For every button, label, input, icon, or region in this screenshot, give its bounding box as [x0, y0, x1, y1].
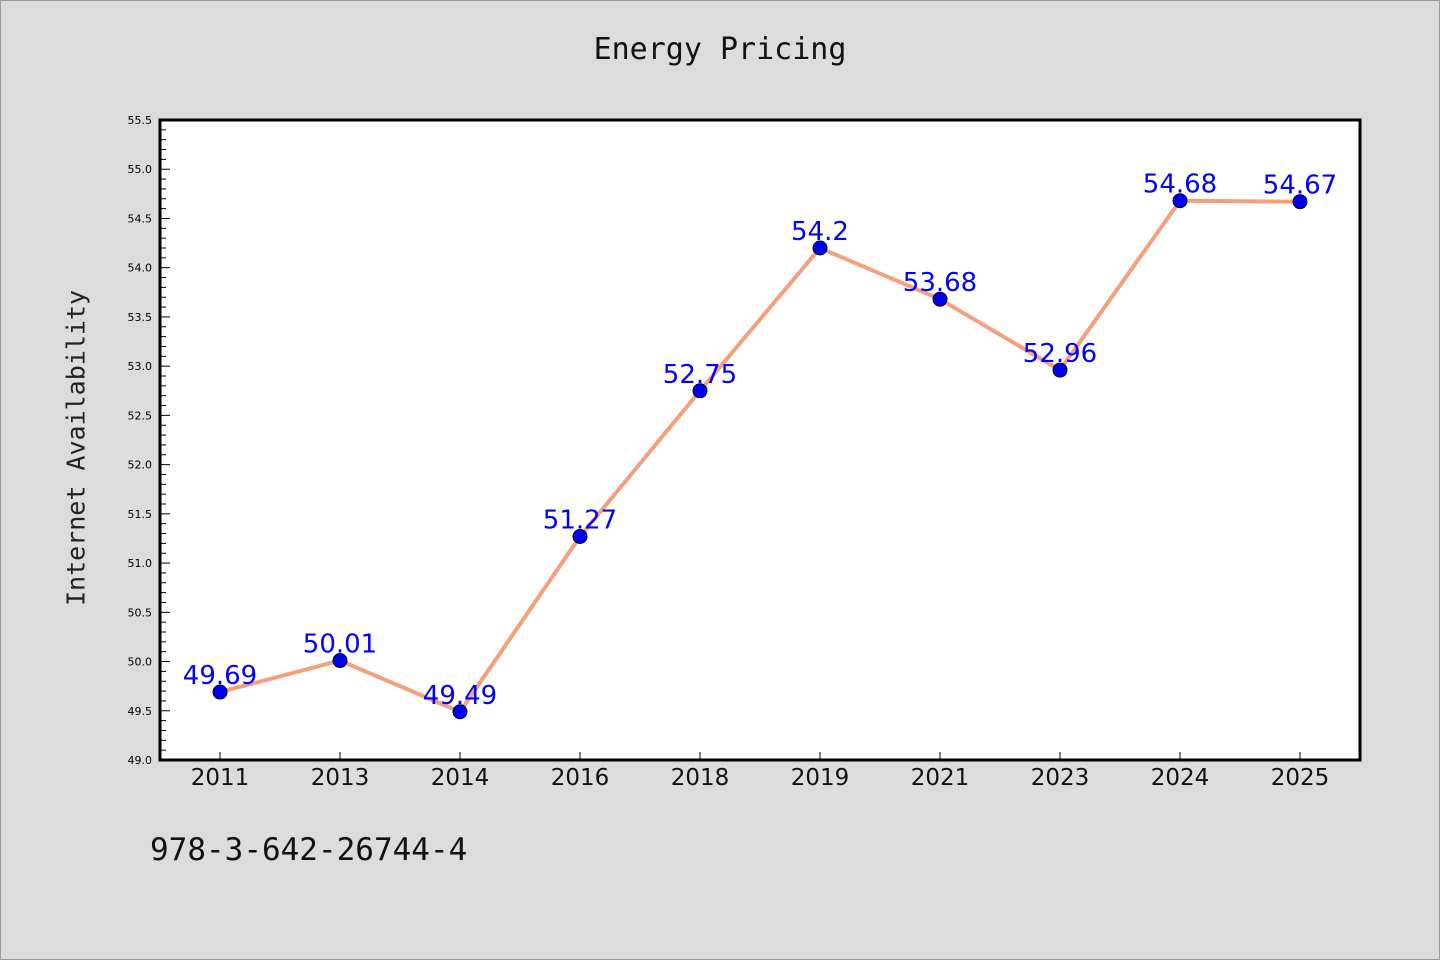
y-tick-label: 54.0 — [128, 262, 153, 275]
x-tick-label: 2024 — [1151, 765, 1210, 791]
data-label: 52.96 — [1023, 339, 1097, 369]
data-label: 53.68 — [903, 268, 977, 298]
data-point — [212, 684, 228, 700]
y-tick-label: 55.0 — [128, 163, 153, 176]
data-point — [812, 240, 828, 256]
data-point — [332, 653, 348, 669]
x-tick-label: 2016 — [551, 765, 610, 791]
x-tick-label: 2019 — [791, 765, 850, 791]
y-tick-label: 50.0 — [128, 656, 153, 669]
data-label: 49.69 — [183, 661, 257, 691]
y-axis: 49.0 49.5 50.0 50.5 51.0 51.5 52.0 52.5 53.0 53.5… — [128, 114, 170, 767]
data-label: 51.27 — [543, 505, 617, 535]
isbn-text: 978-3-642-26744-4 — [150, 832, 468, 868]
y-tick-label: 53.0 — [128, 360, 153, 373]
data-label: 49.49 — [423, 681, 497, 711]
x-tick-label: 2011 — [191, 765, 250, 791]
y-tick-label: 52.0 — [128, 459, 153, 472]
chart-title: Energy Pricing — [593, 32, 847, 67]
y-tick-label: 50.5 — [128, 606, 153, 619]
data-labels: 49.69 50.01 49.49 51.27 52.75 54.2 53.68 52.96 5… — [183, 170, 1337, 711]
y-tick-label: 52.5 — [128, 409, 153, 422]
data-point — [692, 383, 708, 399]
x-tick-label: 2013 — [311, 765, 370, 791]
y-tick-label: 55.5 — [128, 114, 153, 127]
x-axis: 2011 2013 2014 2016 2018 2019 2021 2023 2024 2025 — [191, 752, 1330, 791]
data-label: 54.2 — [791, 217, 849, 247]
x-tick-label: 2025 — [1271, 765, 1330, 791]
y-tick-label: 54.5 — [128, 212, 153, 225]
data-point — [932, 291, 948, 307]
data-point — [1172, 193, 1188, 209]
data-point — [1292, 194, 1308, 210]
y-tick-label: 49.5 — [128, 705, 153, 718]
x-tick-label: 2023 — [1031, 765, 1090, 791]
x-tick-label: 2018 — [671, 765, 730, 791]
x-tick-label: 2021 — [911, 765, 970, 791]
data-label: 52.75 — [663, 360, 737, 390]
y-tick-label: 49.0 — [128, 754, 153, 767]
y-tick-label: 53.5 — [128, 311, 153, 324]
y-tick-label: 51.5 — [128, 508, 153, 521]
series-line — [218, 198, 1302, 714]
data-label: 54.67 — [1263, 171, 1337, 201]
series-group — [212, 193, 1308, 720]
x-tick-label: 2014 — [431, 765, 490, 791]
data-point — [1052, 362, 1068, 378]
data-point — [452, 704, 468, 720]
data-point — [572, 528, 588, 544]
y-tick-label: 51.0 — [128, 557, 153, 570]
data-label: 54.68 — [1143, 170, 1217, 200]
data-label: 50.01 — [303, 630, 377, 660]
